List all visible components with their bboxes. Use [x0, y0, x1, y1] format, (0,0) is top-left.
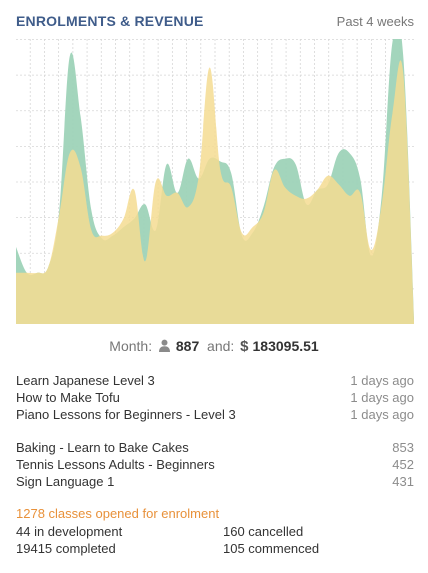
list-item[interactable]: Tennis Lessons Adults - Beginners 452	[16, 456, 414, 473]
top-classes-list: Baking - Learn to Bake Cakes 853 Tennis L…	[16, 439, 414, 490]
and-label: and:	[207, 338, 235, 354]
class-name: Piano Lessons for Beginners - Level 3	[16, 407, 236, 422]
stat-development: 44 in development	[16, 524, 123, 539]
class-time: 1 days ago	[350, 390, 414, 405]
list-item[interactable]: Sign Language 1 431	[16, 473, 414, 490]
widget-title: ENROLMENTS & REVENUE	[16, 13, 204, 29]
list-item[interactable]: Baking - Learn to Bake Cakes 853	[16, 439, 414, 456]
header: ENROLMENTS & REVENUE Past 4 weeks	[16, 13, 414, 33]
period-label: Past 4 weeks	[336, 14, 414, 29]
class-name: Tennis Lessons Adults - Beginners	[16, 457, 215, 472]
class-count: 431	[392, 474, 414, 489]
list-item[interactable]: How to Make Tofu 1 days ago	[16, 389, 414, 406]
revenue-area	[16, 60, 414, 324]
enrolment-count: 887	[175, 338, 200, 354]
dollar-icon: $	[240, 338, 249, 355]
revenue-amount: 183095.51	[252, 338, 319, 354]
class-time: 1 days ago	[350, 407, 414, 422]
stat-completed: 19415 completed	[16, 541, 116, 556]
class-count: 452	[392, 457, 414, 472]
month-label: Month:	[109, 338, 153, 354]
person-icon	[159, 339, 170, 352]
class-name: Sign Language 1	[16, 474, 115, 489]
enrolments-revenue-chart	[16, 39, 414, 324]
stat-commenced: 105 commenced	[223, 541, 320, 556]
list-item[interactable]: Learn Japanese Level 3 1 days ago	[16, 372, 414, 389]
stat-cancelled: 160 cancelled	[223, 524, 304, 539]
list-item[interactable]: Piano Lessons for Beginners - Level 3 1 d…	[16, 406, 414, 423]
class-name: Baking - Learn to Bake Cakes	[16, 440, 189, 455]
recent-classes-list: Learn Japanese Level 3 1 days ago How to …	[16, 372, 414, 423]
monthly-totals: Month: 887 and: $183095.51	[0, 338, 428, 355]
class-count: 853	[392, 440, 414, 455]
class-time: 1 days ago	[350, 373, 414, 388]
enrolment-stats-headline: 1278 classes opened for enrolment	[16, 506, 220, 521]
class-name: How to Make Tofu	[16, 390, 120, 405]
class-name: Learn Japanese Level 3	[16, 373, 155, 388]
